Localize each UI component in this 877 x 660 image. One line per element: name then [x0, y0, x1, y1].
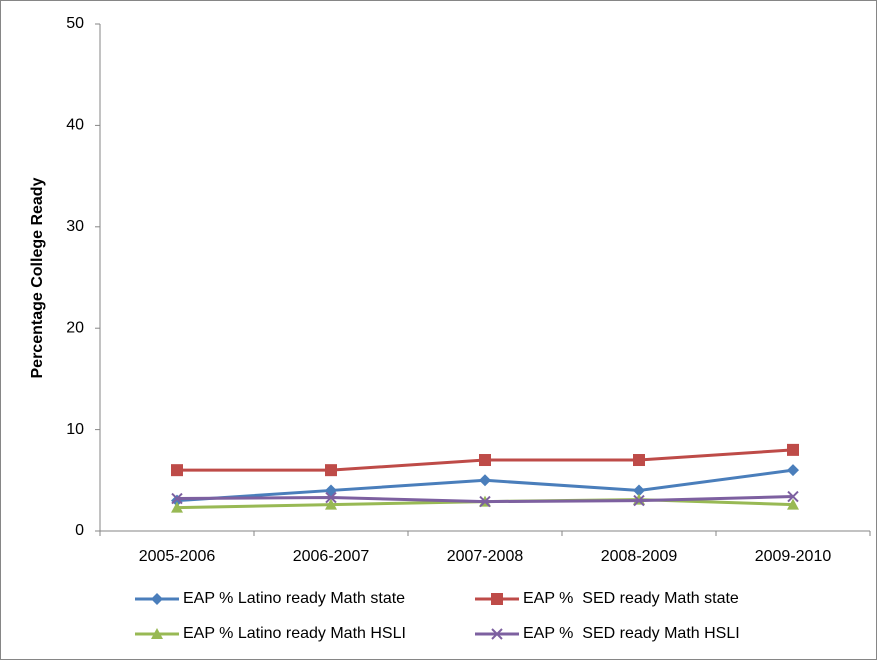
marker — [787, 498, 799, 510]
marker — [491, 628, 503, 640]
y-tick-label: 10 — [66, 421, 84, 438]
y-tick-label: 50 — [66, 15, 84, 32]
marker — [491, 593, 503, 605]
legend-item: EAP % Latino ready Math state — [135, 590, 405, 607]
marker — [171, 501, 183, 513]
marker — [479, 454, 491, 467]
legend-item: EAP % SED ready Math state — [475, 590, 739, 607]
legend-item: EAP % Latino ready Math HSLI — [135, 625, 406, 642]
marker — [171, 464, 183, 477]
marker — [151, 593, 163, 605]
marker — [171, 492, 183, 505]
x-tick-label: 2006-2007 — [293, 548, 370, 565]
y-axis-label: Percentage College Ready — [29, 177, 46, 378]
legend-label: EAP % SED ready Math HSLI — [523, 625, 740, 642]
y-tick-label: 20 — [66, 319, 84, 336]
x-tick-label: 2007-2008 — [447, 548, 524, 565]
marker — [479, 474, 491, 487]
marker — [787, 490, 799, 503]
marker — [325, 491, 337, 504]
y-tick-label: 40 — [66, 117, 84, 134]
x-tick-label: 2008-2009 — [601, 548, 678, 565]
x-tick-label: 2009-2010 — [755, 548, 832, 565]
legend-label: EAP % SED ready Math state — [523, 590, 739, 607]
marker — [479, 495, 491, 508]
marker — [787, 464, 799, 477]
marker — [151, 628, 163, 639]
y-tick-label: 30 — [66, 218, 84, 235]
marker — [633, 484, 645, 497]
y-tick-label: 0 — [75, 522, 84, 539]
marker — [325, 464, 337, 477]
marker — [633, 454, 645, 467]
marker — [787, 443, 799, 456]
legend-label: EAP % Latino ready Math state — [183, 590, 405, 607]
legend-item: EAP % SED ready Math HSLI — [475, 625, 740, 642]
x-tick-label: 2005-2006 — [139, 548, 216, 565]
marker — [633, 494, 645, 507]
marker — [325, 498, 337, 510]
legend-label: EAP % Latino ready Math HSLI — [183, 625, 406, 642]
